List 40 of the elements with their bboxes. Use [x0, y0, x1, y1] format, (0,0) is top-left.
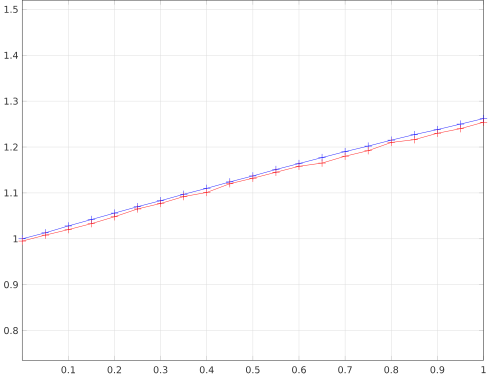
point: [248, 174, 257, 182]
point: [456, 124, 464, 133]
point: [433, 129, 442, 138]
point: [318, 154, 326, 162]
x-tick-label: 0.2: [108, 366, 122, 374]
x-tick-label: 0.3: [154, 366, 168, 374]
point: [64, 226, 72, 234]
point: [156, 200, 164, 208]
x-tick-label: 0.9: [430, 366, 444, 374]
point: [480, 118, 488, 126]
point: [202, 188, 211, 196]
x-tick-label: 0.4: [200, 366, 214, 374]
x-tick-label: 1: [482, 366, 486, 374]
x-tick-label: 0.5: [246, 366, 260, 374]
point: [134, 205, 142, 213]
point: [18, 237, 26, 246]
y-tick-label: 1.1: [4, 190, 18, 196]
y-tick-label: 1.3: [4, 98, 18, 105]
x-tick-label: 0.1: [61, 366, 75, 374]
point: [88, 220, 96, 228]
point: [295, 162, 303, 170]
y-tick-label: 1.5: [4, 6, 18, 13]
point: [110, 212, 118, 221]
point: [410, 136, 418, 144]
y-tick-label: 1.4: [4, 52, 18, 59]
y-tick-label: 0.9: [4, 281, 18, 288]
point: [180, 192, 188, 201]
point: [318, 159, 326, 168]
point: [410, 130, 418, 139]
x-tick-label: 0.8: [384, 366, 398, 374]
point: [272, 168, 280, 176]
x-tick-label: 0.6: [292, 366, 306, 374]
y-tick-label: 1: [14, 235, 18, 242]
y-tick-label: 0.8: [4, 327, 18, 334]
point: [41, 231, 50, 240]
x-tick-label: 0.7: [338, 366, 352, 374]
point: [387, 138, 396, 146]
y-tick-label: 1.2: [4, 144, 18, 151]
point: [364, 146, 372, 155]
point: [341, 152, 349, 160]
